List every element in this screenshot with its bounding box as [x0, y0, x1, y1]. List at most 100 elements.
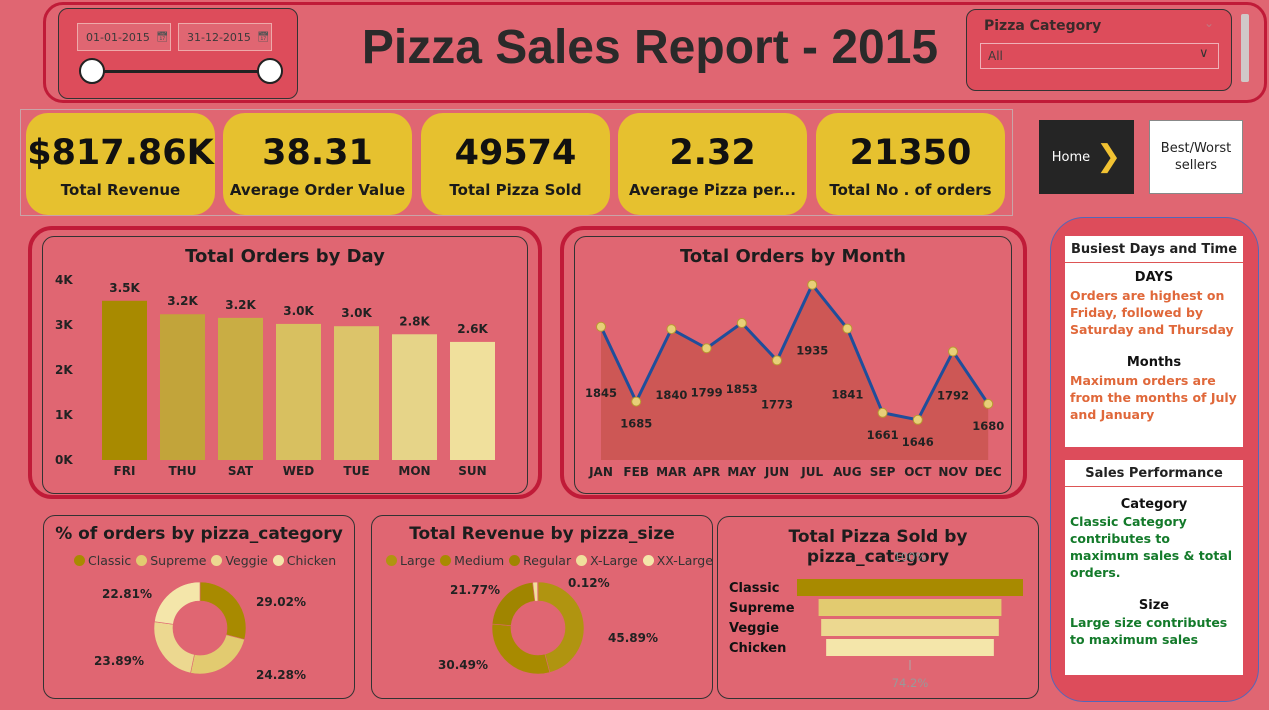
- calendar-icon[interactable]: 📅︎: [155, 31, 169, 43]
- data-label: 23.89%: [94, 654, 144, 668]
- x-tick-label: FEB: [623, 465, 649, 479]
- data-label: 1792: [937, 389, 969, 403]
- bar: [218, 317, 263, 460]
- x-tick-label: DEC: [975, 465, 1002, 479]
- end-date-value: 31-12-2015: [187, 30, 251, 44]
- x-tick-label: MAY: [727, 465, 756, 479]
- funnel-bar: [821, 619, 999, 636]
- date-range-slicer: [58, 8, 298, 99]
- bar: [276, 323, 321, 460]
- legend-item[interactable]: Classic: [74, 553, 131, 568]
- legend-item[interactable]: Supreme: [136, 553, 206, 568]
- end-date-input[interactable]: 31-12-2015 📅︎: [178, 23, 272, 51]
- legend-marker: [386, 555, 397, 566]
- days-text: Orders are highest on Friday, followed b…: [1070, 288, 1234, 337]
- data-point: [631, 396, 642, 407]
- pizza-sold-by-category-chart: Total Pizza Sold by pizza_category 100% C…: [717, 516, 1039, 699]
- orders-by-category-chart: % of orders by pizza_category Classic Su…: [43, 515, 355, 699]
- data-label: 1685: [620, 417, 652, 431]
- x-tick-label: MAR: [656, 465, 686, 479]
- data-label: 1773: [761, 397, 793, 411]
- funnel-bar: [826, 639, 994, 656]
- bar: [392, 334, 437, 460]
- bar: [334, 326, 379, 460]
- legend-marker: [211, 555, 223, 566]
- funnel-bottom-label: 74.2%: [892, 676, 929, 690]
- legend-item[interactable]: Regular: [509, 553, 571, 568]
- date-slider-end-handle[interactable]: [257, 58, 283, 84]
- orders-by-day-chart: Total Orders by Day 0K 1K 2K 3K 4K 3.5K FRI 3.2…: [42, 236, 528, 494]
- data-label: 24.28%: [256, 668, 306, 682]
- date-slider-start-handle[interactable]: [79, 58, 105, 84]
- data-point: [596, 321, 606, 332]
- legend-marker: [74, 555, 85, 566]
- data-point: [666, 324, 677, 335]
- funnel-bar: [818, 599, 1002, 616]
- data-point: [736, 318, 747, 329]
- data-point: [701, 343, 712, 354]
- data-label: 1853: [726, 382, 758, 396]
- legend-label: Large: [400, 553, 436, 568]
- legend-item[interactable]: X-Large: [576, 553, 638, 568]
- x-tick-label: MON: [398, 464, 430, 478]
- category-label: Classic: [729, 581, 779, 596]
- busiest-days-card: Busiest Days and Time DAYS Orders are hi…: [1065, 236, 1243, 447]
- donut-slice: [537, 581, 585, 673]
- x-tick-label: SEP: [870, 465, 896, 479]
- start-date-value: 01-01-2015: [86, 30, 150, 44]
- home-button[interactable]: Home ❯: [1039, 120, 1134, 194]
- kpi-label: Total Pizza Sold: [449, 181, 582, 199]
- size-legend: Large Medium Regular X-Large XX-Large: [386, 553, 713, 568]
- legend-item[interactable]: Chicken: [272, 553, 336, 568]
- legend-label: X-Large: [590, 553, 638, 568]
- orders-by-month-chart: Total Orders by Month 1845 JAN 1685 FEB 1840…: [574, 236, 1012, 494]
- legend-item[interactable]: Large: [386, 553, 435, 568]
- orders-by-month-frame: [560, 226, 1027, 499]
- data-label: 45.89%: [608, 631, 658, 645]
- data-point: [983, 398, 994, 409]
- area-fill: [601, 284, 989, 460]
- category-dropdown[interactable]: All: [980, 43, 1219, 69]
- size-heading: Size: [1138, 598, 1170, 613]
- x-tick-label: WED: [283, 464, 314, 478]
- months-heading: Months: [1126, 355, 1182, 370]
- funnel-bar: [797, 579, 1023, 596]
- chevron-down-icon[interactable]: ∨: [1199, 46, 1209, 61]
- x-tick-label: JUN: [764, 465, 789, 479]
- data-point: [877, 407, 888, 418]
- legend-item[interactable]: Veggie: [211, 553, 268, 568]
- data-point: [948, 346, 958, 357]
- x-tick-label: SAT: [228, 464, 254, 478]
- start-date-input[interactable]: 01-01-2015 📅︎: [77, 23, 171, 51]
- x-tick-label: NOV: [938, 465, 968, 479]
- data-label: 22.81%: [102, 587, 152, 601]
- chart-title: % of orders by pizza_category: [55, 524, 343, 544]
- data-label: 1935: [796, 344, 828, 358]
- donut-slice: [153, 621, 195, 674]
- scrollbar[interactable]: [1241, 14, 1249, 82]
- legend-item[interactable]: Medium: [440, 553, 504, 568]
- data-label: 1661: [867, 428, 899, 442]
- card-title: Busiest Days and Time: [1065, 236, 1243, 263]
- date-slider-track[interactable]: [92, 70, 270, 73]
- chart-title: Total Pizza Sold by pizza_category: [788, 527, 968, 567]
- size-donut-svg: 45.89% 30.49% 21.77% 0.12%: [438, 576, 658, 675]
- legend-label: Supreme: [150, 553, 207, 568]
- data-label: 29.02%: [256, 595, 306, 609]
- legend-marker: [642, 555, 654, 566]
- best-worst-sellers-button[interactable]: Best/Worst sellers: [1149, 120, 1243, 194]
- category-text: Classic Category contributes to maximum …: [1070, 514, 1233, 580]
- chevron-down-icon[interactable]: ⌄: [1204, 16, 1215, 30]
- y-tick-label: 1K: [55, 408, 73, 422]
- legend-item[interactable]: XX-Large: [642, 553, 713, 568]
- calendar-icon[interactable]: 📅︎: [256, 31, 270, 43]
- kpi-card-total-revenue: $817.86K Total Revenue: [26, 113, 215, 215]
- category-donut-svg: 29.02% 24.28% 23.89% 22.81%: [94, 581, 306, 682]
- revenue-by-size-chart: Total Revenue by pizza_size Large Medium…: [371, 515, 713, 699]
- kpi-card-average-pizza-per-order: 2.32 Average Pizza per...: [618, 113, 807, 215]
- category-label: Veggie: [729, 621, 779, 636]
- sales-performance-card: Sales Performance Category Classic Categ…: [1065, 460, 1243, 675]
- kpi-card-total-pizza-sold: 49574 Total Pizza Sold: [421, 113, 610, 215]
- category-slicer: [966, 9, 1232, 91]
- y-tick-label: 0K: [55, 453, 73, 467]
